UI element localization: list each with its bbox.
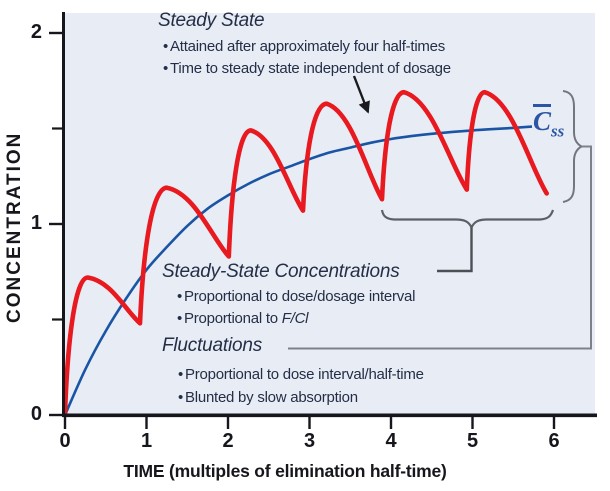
x-tick-label: 3 xyxy=(303,430,316,452)
x-axis-title: TIME (multiples of elimination half-time… xyxy=(123,461,447,481)
ss-conc-bullet-2-text: Proportional to xyxy=(184,310,282,327)
x-tick-label: 0 xyxy=(59,430,71,452)
x-tick-label: 6 xyxy=(548,430,560,452)
y-tick-label: 1 xyxy=(30,212,42,234)
fluctuations-bullet-2: Blunted by slow absorption xyxy=(178,387,424,410)
fluctuations-connector-line xyxy=(288,145,592,350)
x-tick-label: 5 xyxy=(466,430,479,452)
y-tick-label: 0 xyxy=(30,403,42,425)
steady-state-concentrations-title: Steady-State Concentrations xyxy=(162,261,400,282)
steady-state-concentrations-connector-line xyxy=(437,227,473,273)
fluctuations-annotation: Fluctuations Proportional to dose interv… xyxy=(162,335,424,409)
f-over-cl-italic: F/Cl xyxy=(281,310,309,327)
fluctuating-concentration-curve xyxy=(62,89,549,416)
axis-ticks xyxy=(49,31,556,429)
fluctuations-bullets: Proportional to dose interval/half-time … xyxy=(178,364,424,409)
steady-state-annotation: Steady State Attained after approximatel… xyxy=(158,10,451,79)
steady-state-concentrations-annotation: Steady-State Concentrations Proportional… xyxy=(162,261,415,330)
x-tick-label: 2 xyxy=(222,430,234,452)
steady-state-title: Steady State xyxy=(158,10,265,31)
mean-css-label: Css xyxy=(533,104,564,146)
ss-conc-bullet-1: Proportional to dose/dosage interval xyxy=(177,286,415,308)
steady-state-arrow xyxy=(352,75,370,114)
css-label-c: C xyxy=(533,104,552,136)
y-tick-label: 2 xyxy=(30,21,42,43)
steady-state-concentrations-bullets: Proportional to dose/dosage interval Pro… xyxy=(177,286,415,330)
ss-conc-bullet-2: Proportional to F/Cl xyxy=(177,308,415,330)
fluctuations-title: Fluctuations xyxy=(162,335,263,356)
x-tick-label: 4 xyxy=(385,430,397,452)
x-tick-label: 1 xyxy=(140,430,153,452)
steady-state-bullets: Attained after approximately four half-t… xyxy=(163,36,451,79)
css-label-subscript: ss xyxy=(551,121,565,141)
steady-state-bullet-1: Attained after approximately four half-t… xyxy=(163,36,451,58)
steady-state-bullet-2: Time to steady state independent of dosa… xyxy=(163,58,451,80)
fluctuations-bullet-1: Proportional to dose interval/half-time xyxy=(178,364,424,387)
